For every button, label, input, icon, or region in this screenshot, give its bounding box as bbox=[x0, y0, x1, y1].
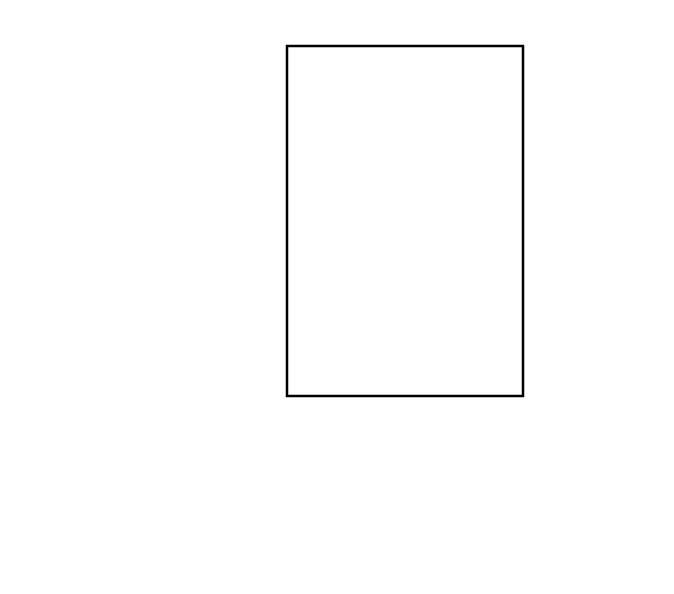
svg-rect-0 bbox=[287, 46, 523, 396]
